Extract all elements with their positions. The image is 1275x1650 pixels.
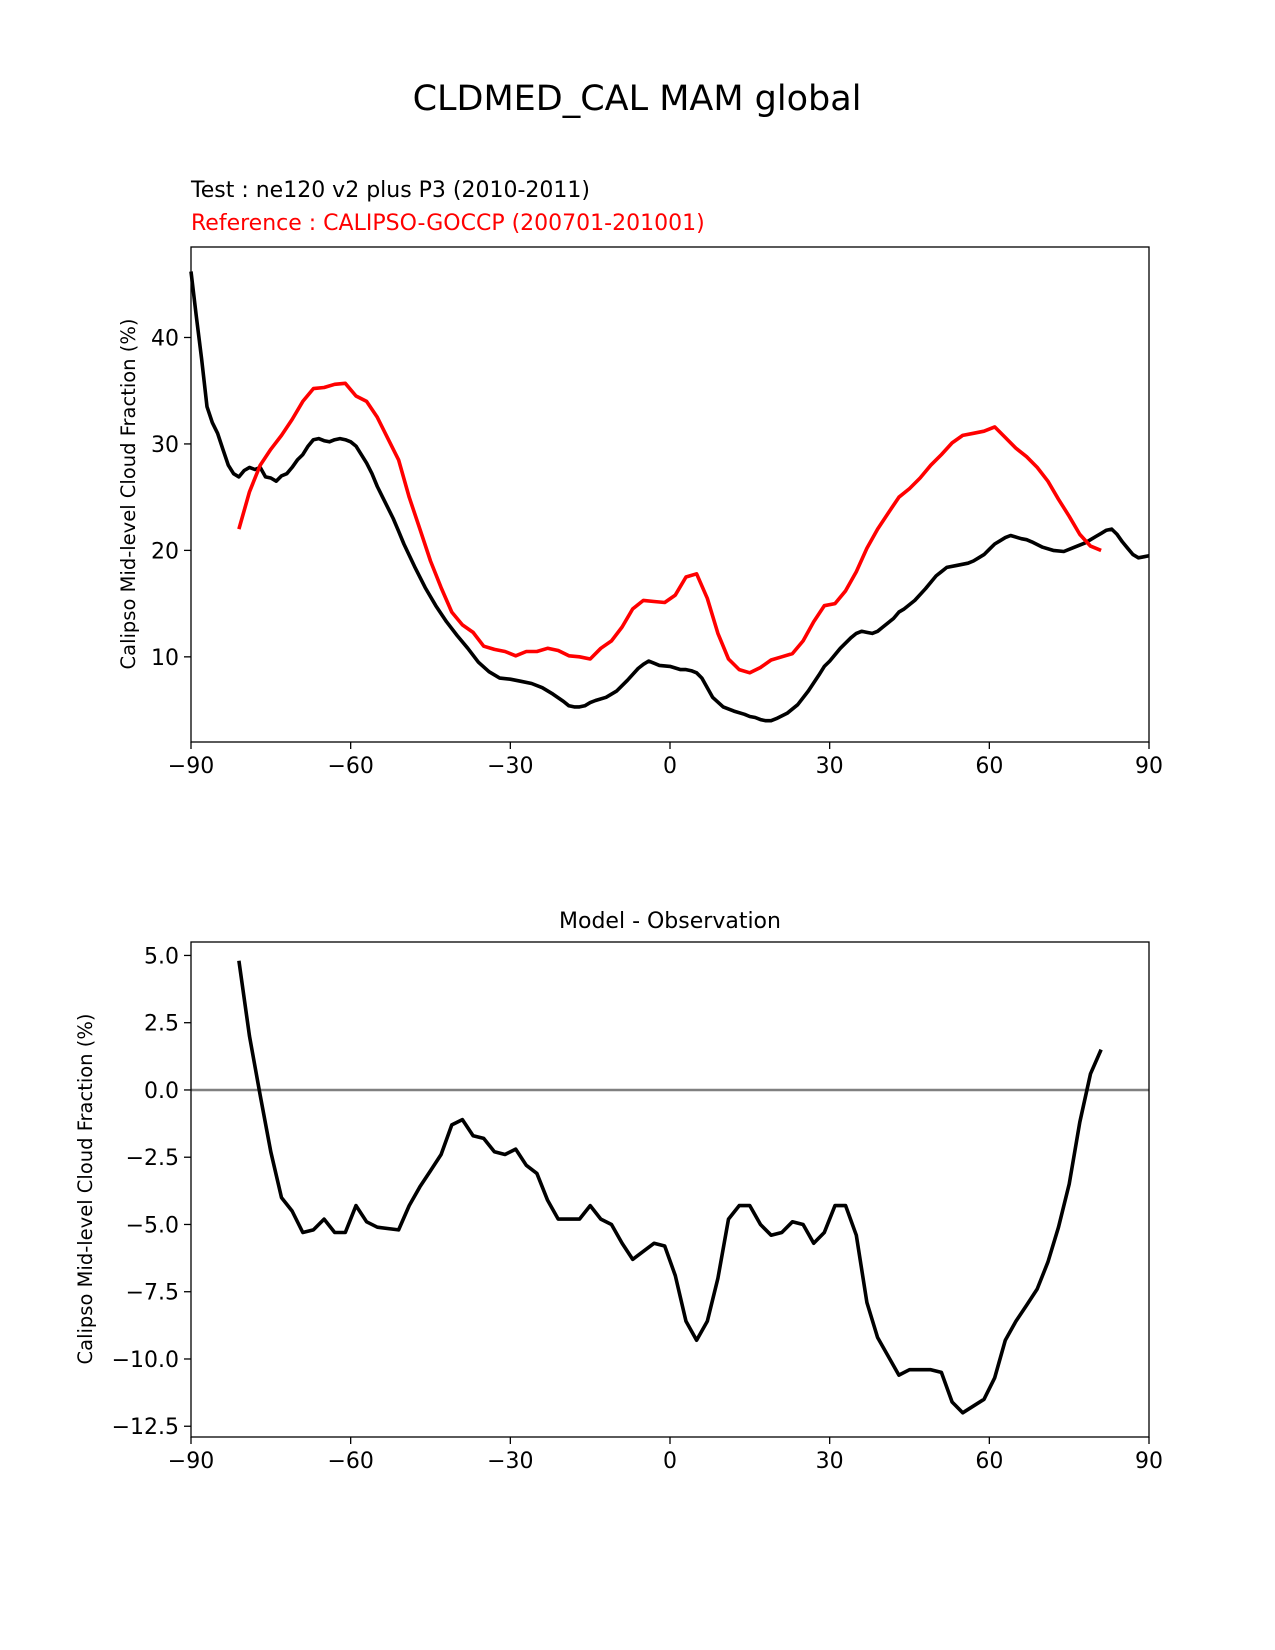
y-tick-label: 40 <box>151 326 179 351</box>
x-tick-label: 90 <box>1135 1449 1163 1474</box>
bottom-panel-frame <box>190 941 1150 1438</box>
x-tick-label: 30 <box>816 754 844 779</box>
x-tick-label: −60 <box>327 754 373 779</box>
y-tick-label: 2.5 <box>144 1012 179 1037</box>
x-tick-label: 30 <box>816 1449 844 1474</box>
x-tick-label: −30 <box>487 754 533 779</box>
x-tick-label: 0 <box>663 1449 677 1474</box>
y-tick-label: −7.5 <box>126 1281 179 1306</box>
bottom-panel-y-label: Calipso Mid-level Cloud Fraction (%) <box>74 1014 97 1365</box>
y-tick-label: 20 <box>151 539 179 564</box>
y-tick-label: 0.0 <box>144 1079 179 1104</box>
bottom-panel-series <box>237 960 1103 1415</box>
bottom-panel-title: Model - Observation <box>559 909 781 934</box>
y-tick-label: −2.5 <box>126 1146 179 1171</box>
y-tick-label: 5.0 <box>144 944 179 969</box>
x-tick-label: −30 <box>487 1449 533 1474</box>
y-tick-label: −5.0 <box>126 1213 179 1238</box>
y-tick-label: 30 <box>151 433 179 458</box>
x-tick-label: 60 <box>975 754 1003 779</box>
bottom-panel-y-ticks: 5.0 2.5 0.0 −2.5 −5.0 −7.5 −10.0 −12.5 <box>112 944 191 1440</box>
x-tick-label: 90 <box>1135 754 1163 779</box>
x-tick-label: −60 <box>327 1449 373 1474</box>
y-tick-label: −12.5 <box>112 1415 179 1440</box>
y-tick-label: 10 <box>151 646 179 671</box>
test-series-line <box>189 271 1150 723</box>
y-tick-label: −10.0 <box>112 1348 179 1373</box>
difference-series-line <box>237 960 1103 1415</box>
x-tick-label: 60 <box>975 1449 1003 1474</box>
figure-title: CLDMED_CAL MAM global <box>413 79 862 119</box>
x-tick-label: 0 <box>663 754 677 779</box>
top-panel-x-ticks: −90 −60 −30 0 30 60 90 <box>168 742 1163 779</box>
top-panel-y-ticks: 10 20 30 40 <box>151 326 191 671</box>
top-panel: Test : ne120 v2 plus P3 (2010-2011) Refe… <box>117 178 1163 779</box>
top-panel-series <box>189 271 1150 723</box>
bottom-panel-x-ticks: −90 −60 −30 0 30 60 90 <box>168 1437 1163 1474</box>
x-tick-label: −90 <box>168 1449 214 1474</box>
reference-series-line <box>237 381 1102 675</box>
reference-label: Reference : CALIPSO-GOCCP (200701-201001… <box>191 211 705 236</box>
bottom-panel: Model - Observation −90 −60 −30 0 30 60 90 5.0… <box>74 909 1163 1474</box>
test-label: Test : ne120 v2 plus P3 (2010-2011) <box>190 178 590 203</box>
x-tick-label: −90 <box>168 754 214 779</box>
top-panel-y-label: Calipso Mid-level Cloud Fraction (%) <box>117 319 140 670</box>
